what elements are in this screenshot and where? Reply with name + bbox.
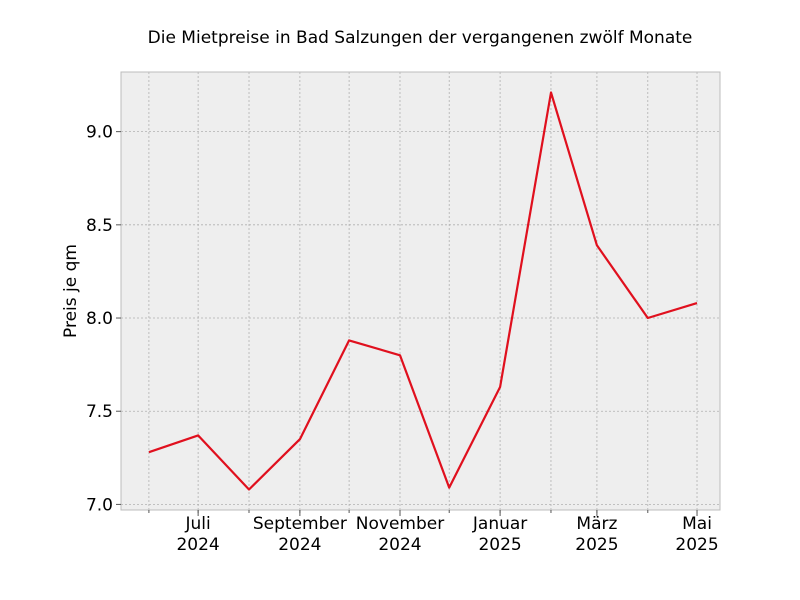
y-tick-label: 8.0 — [86, 309, 113, 329]
x-tick-label-year: 2025 — [675, 535, 718, 555]
x-tick-label: September 2024 — [253, 514, 347, 555]
y-tick-label: 7.0 — [86, 495, 113, 515]
y-tick-label: 9.0 — [86, 123, 113, 143]
x-tick-label: Juli 2024 — [176, 514, 219, 555]
x-tick-label-month: Juli — [185, 514, 211, 534]
plot-background — [121, 72, 720, 510]
series-lines — [148, 91, 698, 491]
x-tick-label: Januar 2025 — [472, 514, 527, 555]
x-tick-label-month: Mai — [682, 514, 712, 534]
x-tick-label-month: Januar — [472, 514, 527, 534]
plot-frame — [120, 71, 721, 511]
x-tick-label-year: 2024 — [378, 535, 421, 555]
x-tick-label: November 2024 — [356, 514, 444, 555]
y-tick-label: 7.5 — [86, 402, 113, 422]
x-tick-label: Mai 2025 — [675, 514, 718, 555]
x-tick-label: März 2025 — [575, 514, 618, 555]
y-axis: 7.0 7.5 8.0 8.5 9.0 — [86, 123, 121, 515]
series-line — [148, 91, 698, 491]
y-tick-label: 8.5 — [86, 216, 113, 236]
chart-title: Die Mietpreise in Bad Salzungen der verg… — [148, 28, 693, 48]
x-tick-label-year: 2025 — [575, 535, 618, 555]
x-tick-label-month: September — [253, 514, 347, 534]
x-tick-label-year: 2025 — [478, 535, 521, 555]
y-axis-label: Preis je qm — [61, 244, 81, 338]
x-tick-label-month: März — [576, 514, 617, 534]
x-tick-label-year: 2024 — [176, 535, 219, 555]
x-tick-label-month: November — [356, 514, 444, 534]
x-tick-label-year: 2024 — [278, 535, 321, 555]
